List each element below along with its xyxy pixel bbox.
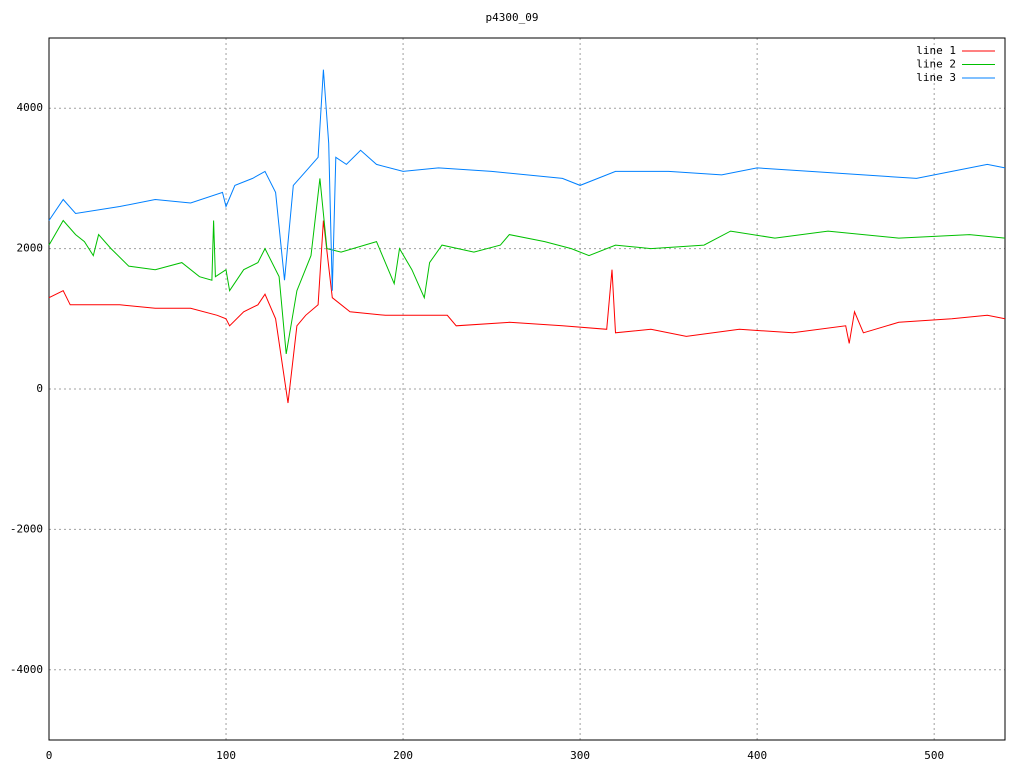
legend-label: line 2 <box>916 58 956 71</box>
x-tick-label: 100 <box>216 749 236 762</box>
x-tick-label: 300 <box>570 749 590 762</box>
x-tick-label: 400 <box>747 749 767 762</box>
x-tick-label: 0 <box>46 749 53 762</box>
y-tick-label: 2000 <box>17 242 44 255</box>
series-line <box>48 69 1006 291</box>
legend-label: line 3 <box>916 71 956 84</box>
x-tick-label: 200 <box>393 749 413 762</box>
y-tick-label: -4000 <box>10 663 43 676</box>
series-line <box>48 220 1006 404</box>
x-tick-label: 500 <box>924 749 944 762</box>
y-tick-label: 4000 <box>17 101 44 114</box>
y-tick-label: -2000 <box>10 522 43 535</box>
plot-frame <box>48 37 1006 741</box>
legend-label: line 1 <box>916 44 956 57</box>
series-line <box>48 178 1006 354</box>
y-tick-label: 0 <box>36 382 43 395</box>
chart-title: p4300_09 <box>486 11 539 24</box>
